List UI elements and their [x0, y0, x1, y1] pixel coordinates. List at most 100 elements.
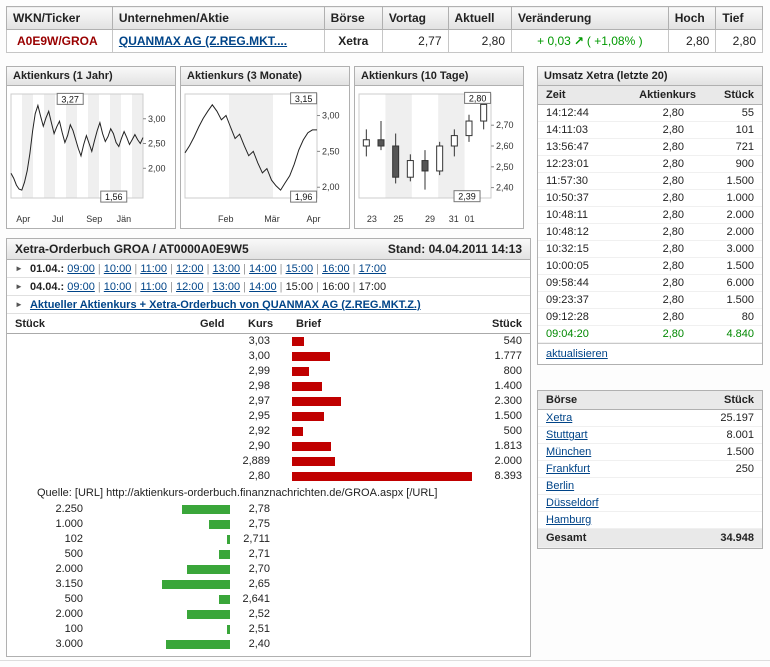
col-brief: Brief: [296, 318, 322, 330]
exchange-name-cell: Düsseldorf: [538, 494, 668, 512]
exchange-row: Stuttgart 8.001: [538, 426, 762, 444]
trade-row: 09:04:20 2,80 4.840: [538, 325, 762, 343]
bid-volume-bar: [182, 505, 230, 514]
trade-time: 10:48:12: [538, 223, 613, 241]
exchange-link[interactable]: Berlin: [546, 480, 575, 492]
current-orderbook-link[interactable]: Aktueller Aktienkurs + Xetra-Orderbuch v…: [29, 299, 421, 311]
trade-volume: 1.500: [704, 291, 762, 309]
trade-row: 14:11:03 2,80 101: [538, 121, 762, 139]
svg-text:31: 31: [449, 214, 459, 224]
orderbook-time-link[interactable]: 14:00: [249, 281, 277, 293]
hoch-value: 2,80: [667, 29, 717, 53]
trade-price: 2,80: [612, 223, 705, 241]
orderbook-time-link[interactable]: 10:00: [103, 263, 132, 275]
svg-text:3,00: 3,00: [148, 114, 166, 124]
col-vortag: Vortag: [381, 6, 449, 30]
exchange-link[interactable]: München: [546, 446, 592, 458]
orderbook-time-link[interactable]: 09:00: [67, 281, 95, 293]
change-up-arrow-icon: ↗: [573, 34, 584, 48]
exchange-link[interactable]: Stuttgart: [546, 429, 588, 441]
exchange-name-cell: Frankfurt: [538, 460, 668, 478]
separator: |: [240, 281, 250, 293]
orderbook-time-link[interactable]: 11:00: [140, 263, 168, 275]
orderbook-panel: Xetra-Orderbuch GROA / AT0000A0E9W5 Stan…: [6, 238, 531, 657]
orderbook-time-link[interactable]: 12:00: [176, 263, 204, 275]
bid-volume-bar: [187, 565, 230, 574]
exchange-link[interactable]: Xetra: [546, 412, 573, 424]
exchange-volume: [667, 477, 762, 495]
exchanges-header-row: Börse Stück: [538, 391, 762, 410]
orderbook-time-link[interactable]: 13:00: [212, 263, 241, 275]
svg-text:01: 01: [465, 214, 475, 224]
bid-volume-bar: [219, 550, 230, 559]
bid-row: 2.000 2,70: [7, 562, 530, 577]
col-veraenderung: Veränderung: [511, 6, 669, 30]
svg-text:2,80: 2,80: [469, 93, 487, 103]
exchange-row: Berlin: [538, 477, 762, 495]
bid-volume: 3.000: [55, 638, 83, 650]
ask-row: 2,98 1.400: [7, 379, 530, 394]
bid-price: 2,65: [248, 578, 270, 590]
trade-price: 2,80: [612, 121, 705, 139]
trade-price: 2,80: [612, 189, 705, 207]
trade-time: 10:00:05: [538, 257, 613, 275]
trade-price: 2,80: [612, 172, 705, 190]
orderbook-time-link[interactable]: 15:00: [285, 263, 314, 275]
orderbook-time-link[interactable]: 14:00: [249, 263, 277, 275]
exchange-link[interactable]: Düsseldorf: [546, 497, 599, 509]
exchange-link[interactable]: Frankfurt: [546, 463, 591, 475]
chart-panel-1-jahr: Aktienkurs (1 Jahr) 3,00 2,50 2,00 Apr Jul Se…: [6, 66, 176, 229]
ask-volume-bar: [292, 457, 335, 466]
quote-summary-table: WKN/Ticker Unternehmen/Aktie Börse Vorta…: [6, 6, 763, 53]
price-chart-1-jahr[interactable]: 3,00 2,50 2,00 Apr Jul Sep Jän 3,27 1,56: [7, 86, 175, 228]
price-chart-10-tage[interactable]: 2,70 2,60 2,50 2,40 23 25 29 31 01 2,80 2,39: [355, 86, 523, 228]
bid-volume-bar: [227, 535, 230, 544]
trade-row: 10:00:05 2,80 1.500: [538, 257, 762, 275]
orderbook-time-link[interactable]: 17:00: [358, 263, 387, 275]
exchange-link[interactable]: Hamburg: [546, 514, 592, 526]
trade-price: 2,80: [612, 104, 705, 122]
exchange-row: Xetra 25.197: [538, 409, 762, 427]
chart-title-1-jahr: Aktienkurs (1 Jahr): [7, 67, 175, 86]
orderbook-time-link[interactable]: 12:00: [176, 281, 204, 293]
exchange-name-cell: Hamburg: [538, 511, 668, 529]
trade-time: 13:56:47: [538, 138, 613, 156]
separator: |: [131, 263, 141, 275]
chart-title-3-monate: Aktienkurs (3 Monate): [181, 67, 349, 86]
tief-value: 2,80: [715, 29, 763, 53]
bid-volume-bar: [166, 640, 230, 649]
chart-panel-3-monate: Aktienkurs (3 Monate) 3,00 2,50 2,00 Feb Mär…: [180, 66, 350, 229]
orderbook-time-link[interactable]: 16:00: [322, 263, 350, 275]
refresh-link[interactable]: aktualisieren: [546, 348, 608, 360]
bullet-icon: ►: [15, 282, 23, 291]
svg-text:2,50: 2,50: [148, 139, 166, 149]
bid-row: 3.150 2,65: [7, 577, 530, 592]
exchange-volume: 8.001: [667, 426, 762, 444]
svg-text:Apr: Apr: [16, 214, 30, 224]
orderbook-table: Stück Geld Kurs Brief Stück 3,03 540 3,00 1…: [7, 314, 530, 656]
total-value: 34.948: [667, 528, 762, 548]
separator: |: [203, 263, 213, 275]
bid-row: 500 2,71: [7, 547, 530, 562]
svg-text:29: 29: [425, 214, 435, 224]
orderbook-time-link[interactable]: 10:00: [103, 281, 132, 293]
change-cell: + 0,03 ↗( +1,08% ): [511, 29, 669, 53]
chart-title-10-tage: Aktienkurs (10 Tage): [355, 67, 523, 86]
orderbook-titlebar: Xetra-Orderbuch GROA / AT0000A0E9W5 Stan…: [7, 239, 530, 260]
price-chart-3-monate[interactable]: 3,00 2,50 2,00 Feb Mär Apr 3,15 1,96: [181, 86, 349, 228]
exchange-volume: [667, 511, 762, 529]
orderbook-time-link[interactable]: 11:00: [140, 281, 168, 293]
orderbook-time-link[interactable]: 13:00: [212, 281, 241, 293]
ask-price: 2,92: [248, 425, 270, 437]
trade-volume: 2.000: [704, 223, 762, 241]
company-link[interactable]: QUANMAX AG (Z.REG.MKT....: [118, 34, 288, 48]
svg-text:1,56: 1,56: [105, 192, 123, 202]
ask-price: 3,03: [248, 335, 270, 347]
orderbook-time-link[interactable]: 09:00: [67, 263, 95, 275]
svg-text:23: 23: [367, 214, 377, 224]
day-label: 01.04.:: [26, 263, 68, 275]
trade-volume: 80: [704, 308, 762, 326]
trade-volume: 55: [704, 104, 762, 122]
separator: |: [94, 263, 104, 275]
ask-volume: 800: [503, 365, 522, 377]
